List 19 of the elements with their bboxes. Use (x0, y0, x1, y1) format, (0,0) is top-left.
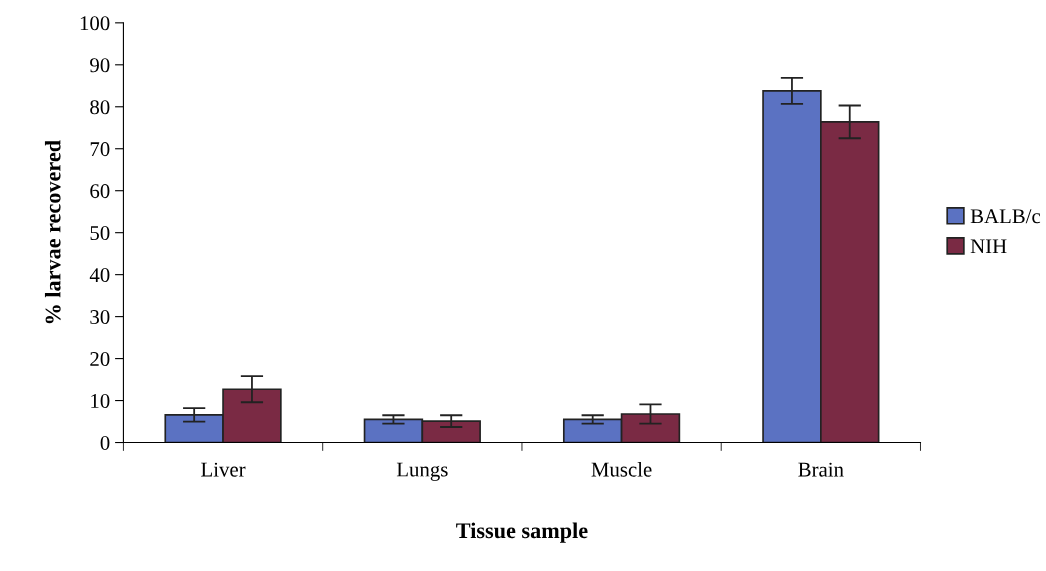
y-tick-label: 0 (100, 435, 110, 450)
y-tick-label: 70 (90, 142, 110, 157)
y-axis-title: % larvae recovered (44, 140, 61, 324)
legend-label: NIH (970, 239, 1007, 254)
y-tick-label: 40 (89, 268, 110, 283)
x-tick-label: Lungs (396, 462, 448, 481)
y-tick-label: 60 (90, 184, 110, 199)
x-tick-label: Liver (201, 462, 246, 477)
x-axis-title: Tissue sample (456, 522, 588, 543)
y-tick-label: 10 (91, 393, 110, 408)
y-tick-label: 50 (90, 226, 110, 241)
x-tick-label: Brain (798, 462, 844, 477)
y-tick-label: 90 (90, 58, 110, 73)
x-tick-label: Muscle (591, 461, 652, 477)
y-tick-label: 100 (80, 16, 110, 31)
y-tick-label: 30 (90, 309, 110, 325)
legend-label: BALB/c (970, 209, 1041, 224)
y-tick-label: 80 (90, 100, 110, 115)
y-tick-label: 20 (90, 351, 110, 367)
